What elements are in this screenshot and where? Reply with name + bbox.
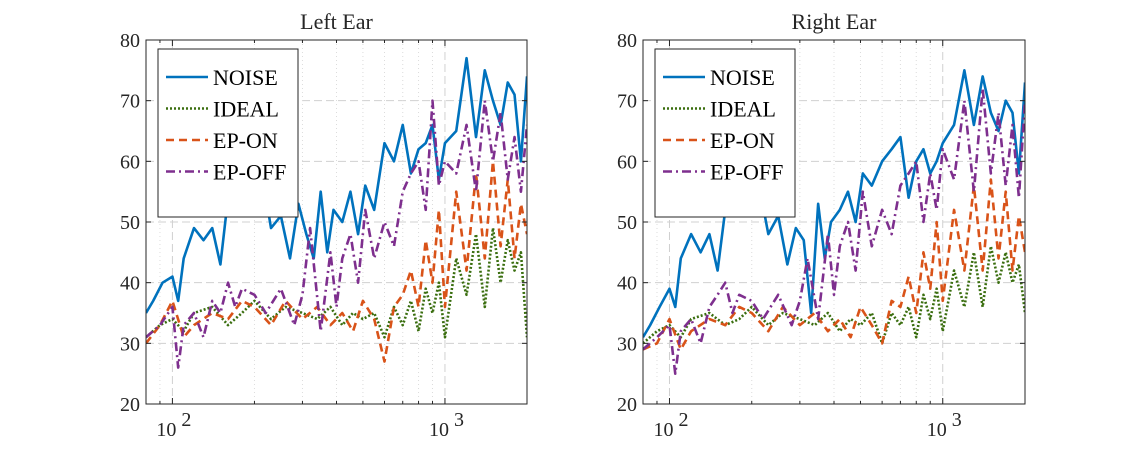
y-tick-label: 60 (120, 151, 140, 173)
series-line-ep-on (146, 160, 527, 363)
y-tick-label: 70 (120, 91, 140, 113)
y-tick-label: 60 (617, 151, 637, 173)
series-line-ep-on (643, 178, 1025, 351)
legend-label-ep-on: EP-ON (213, 128, 278, 153)
x-tick-label: 10 (429, 419, 449, 441)
y-tick-label: 30 (120, 333, 140, 355)
series-line-ep-off (146, 99, 527, 369)
y-tick-label: 20 (120, 394, 140, 416)
x-tick-exponent: 2 (678, 409, 688, 431)
legend-label-ideal: IDEAL (213, 97, 279, 122)
series-line-ideal (146, 226, 527, 339)
series-line-noise (643, 69, 1025, 338)
y-tick-label: 50 (617, 212, 637, 234)
y-tick-label: 40 (120, 273, 140, 295)
legend-label-ideal: IDEAL (710, 97, 776, 122)
x-tick-label: 10 (156, 419, 176, 441)
legend-label-ep-off: EP-OFF (710, 160, 783, 185)
series-group (643, 69, 1025, 375)
x-tick-exponent: 3 (454, 409, 464, 431)
legend: NOISE IDEAL EP-ON EP-OFF (654, 48, 796, 218)
x-tick-exponent: 2 (181, 409, 191, 431)
chart-title: Left Ear (300, 9, 373, 34)
y-tick-label: 30 (617, 333, 637, 355)
y-tick-label: 80 (120, 30, 140, 52)
y-tick-label: 40 (617, 273, 637, 295)
legend-label-noise: NOISE (710, 65, 775, 90)
chart-title: Right Ear (792, 9, 878, 34)
series-line-noise (146, 56, 527, 314)
x-tick-label: 10 (927, 419, 947, 441)
x-tick-label: 10 (653, 419, 673, 441)
legend-label-ep-on: EP-ON (710, 128, 775, 153)
legend: NOISE IDEAL EP-ON EP-OFF (157, 48, 299, 218)
legend-label-ep-off: EP-OFF (213, 160, 286, 185)
y-tick-label: 20 (617, 394, 637, 416)
y-tick-label: 50 (120, 212, 140, 234)
y-tick-label: 70 (617, 91, 637, 113)
x-tick-exponent: 3 (952, 409, 962, 431)
y-tick-label: 80 (617, 30, 637, 52)
series-line-ep-off (643, 87, 1025, 375)
series-group (146, 56, 527, 369)
legend-label-noise: NOISE (213, 65, 278, 90)
